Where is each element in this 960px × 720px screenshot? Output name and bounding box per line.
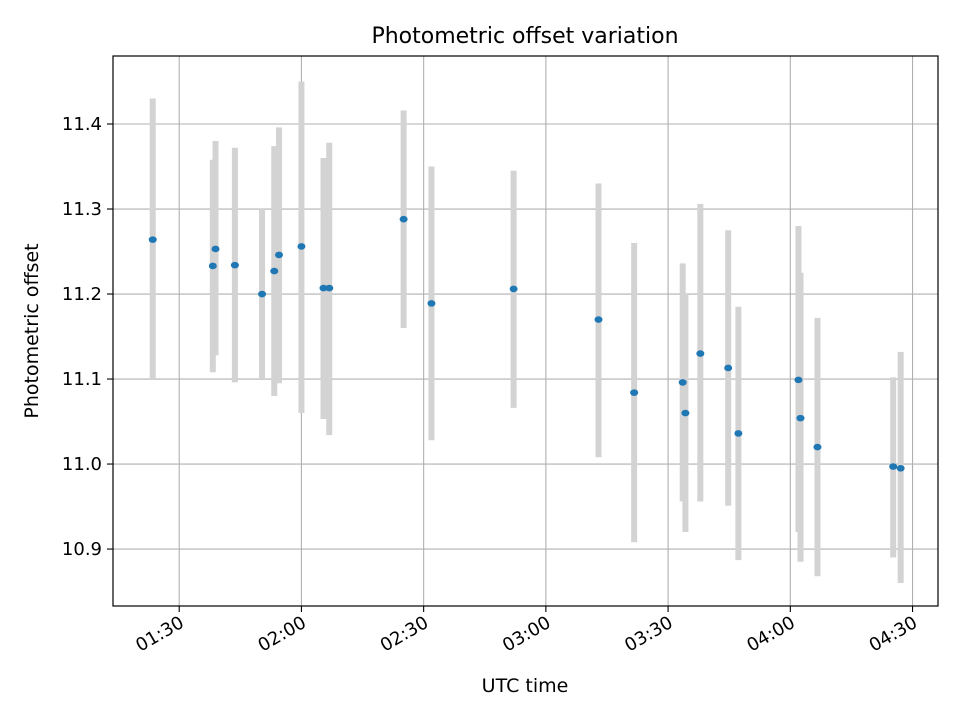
y-tick-label: 11.1 [62, 369, 102, 390]
chart-title: Photometric offset variation [371, 24, 678, 49]
data-point [258, 290, 267, 298]
data-point [813, 443, 822, 451]
data-point [270, 267, 279, 275]
data-point [509, 285, 518, 293]
data-point [678, 379, 687, 386]
y-tick-label: 11.0 [62, 454, 102, 475]
plot-frame [112, 55, 939, 607]
data-points [148, 215, 905, 472]
x-axis-label: UTC time [482, 675, 569, 697]
data-point [427, 300, 436, 307]
data-point [319, 284, 328, 292]
y-tick-label: 11.4 [62, 114, 102, 135]
data-point [896, 464, 905, 472]
data-point [696, 350, 705, 357]
data-point [794, 376, 803, 384]
y-axis-label: Photometric offset [21, 243, 43, 418]
data-point [211, 245, 220, 253]
data-point [630, 389, 639, 396]
data-point [325, 284, 334, 292]
data-point [148, 236, 157, 243]
data-point [734, 430, 743, 437]
data-point [297, 243, 306, 250]
data-point [399, 215, 408, 223]
data-point [230, 261, 239, 269]
data-point [681, 409, 690, 417]
y-axis-ticks: 10.9 11.0 11.1 11.2 11.3 11.4 [62, 114, 113, 560]
data-point [796, 414, 805, 422]
data-point [889, 463, 898, 470]
y-tick-label: 11.2 [62, 284, 102, 305]
data-point [275, 251, 284, 259]
data-point [208, 262, 217, 270]
data-point [594, 316, 603, 323]
y-tick-label: 10.9 [62, 539, 102, 560]
data-point [724, 364, 733, 372]
y-tick-label: 11.3 [62, 199, 102, 220]
